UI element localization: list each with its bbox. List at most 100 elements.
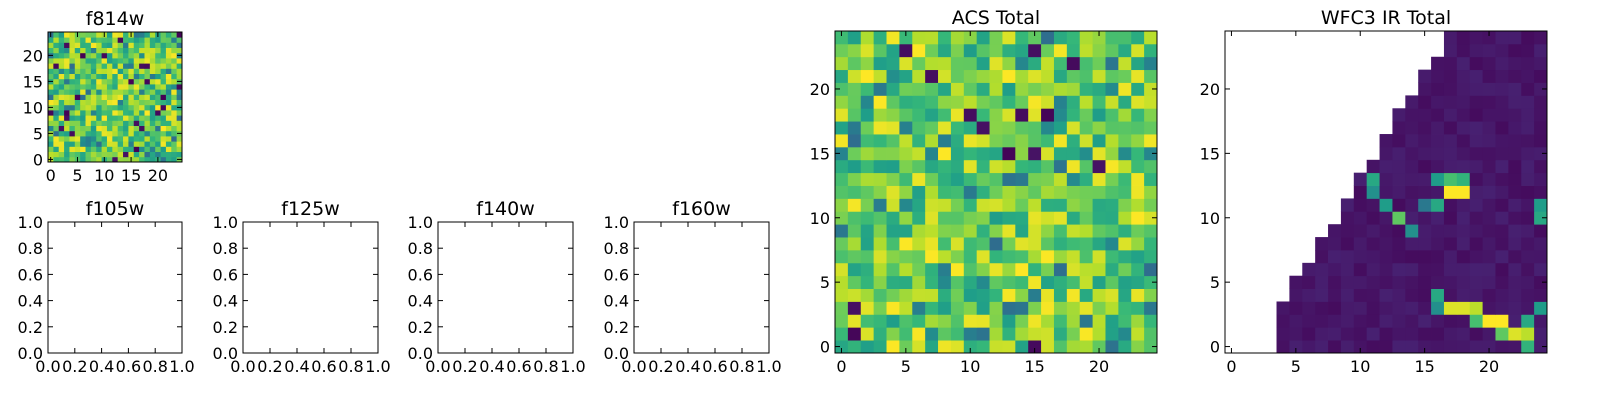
heatmap-cell [53, 78, 60, 85]
heatmap-cell [171, 130, 178, 137]
heatmap-cell [886, 108, 900, 122]
heatmap-cell [96, 73, 102, 80]
heatmap-cell [80, 156, 86, 163]
heatmap-cell [58, 156, 65, 163]
heatmap-cell [1521, 327, 1535, 341]
heatmap-cell [899, 56, 913, 71]
heatmap-cell [58, 68, 65, 74]
heatmap-cell [1482, 95, 1496, 109]
heatmap-cell [925, 134, 939, 148]
heatmap-cell [85, 104, 92, 111]
heatmap-cell [1392, 185, 1406, 199]
heatmap-cell [90, 42, 97, 48]
heatmap-cell [144, 141, 151, 147]
heatmap-cell [1002, 108, 1016, 122]
heatmap-cell [85, 89, 92, 95]
heatmap-cell [1340, 288, 1355, 302]
heatmap-cell [1521, 301, 1535, 315]
heatmap-cell [860, 301, 875, 315]
heatmap-cell [165, 125, 172, 132]
heatmap-cell [1443, 198, 1458, 212]
heatmap-cell [112, 32, 119, 38]
heatmap-cell [64, 84, 70, 90]
heatmap-cell [149, 136, 156, 142]
heatmap-cell [860, 95, 875, 109]
heatmap-cell [860, 43, 875, 58]
heatmap-cell [144, 94, 151, 100]
heatmap-cell [144, 58, 151, 64]
heatmap-cell [144, 136, 151, 142]
heatmap-cell [1053, 211, 1068, 225]
heatmap-cell [1508, 262, 1522, 277]
heatmap-cell [1366, 275, 1380, 289]
heatmap-cell [1405, 249, 1419, 264]
heatmap-cell [1469, 327, 1483, 341]
heatmap-cell [976, 314, 990, 328]
heatmap-cell [117, 73, 124, 80]
heatmap-cell [1418, 108, 1432, 122]
heatmap-cell [106, 73, 113, 80]
heatmap-cell [101, 78, 108, 85]
heatmap-cell [1079, 31, 1093, 45]
heatmap-cell [149, 120, 156, 126]
heatmap-cell [165, 99, 172, 106]
heatmap-cell [1379, 224, 1393, 238]
heatmap-cell [1431, 198, 1445, 212]
heatmap-cell [58, 73, 65, 80]
heatmap-cell [1353, 288, 1368, 302]
heatmap-cell [989, 288, 1003, 302]
heatmap-cell [925, 249, 939, 264]
heatmap-cell [85, 136, 92, 142]
heatmap-cell [899, 121, 913, 135]
heatmap-cell [1431, 314, 1445, 328]
heatmap-cell [1028, 108, 1042, 122]
heatmap-cell [133, 146, 140, 152]
heatmap-cell [1508, 249, 1522, 264]
heatmap-cell [1028, 185, 1042, 199]
heatmap-cell [1105, 159, 1119, 174]
y-tick-label: 10 [23, 98, 43, 117]
heatmap-cell [1079, 314, 1093, 328]
heatmap-cell [899, 82, 913, 96]
heatmap-cell [96, 58, 102, 64]
heatmap-cell [1431, 159, 1445, 174]
heatmap-cell [1276, 327, 1290, 341]
heatmap-cell [149, 94, 156, 100]
heatmap-cell [1521, 288, 1535, 302]
heatmap-cell [112, 99, 119, 106]
heatmap-cell [106, 104, 113, 111]
heatmap-cell [1431, 301, 1445, 315]
heatmap-cell [139, 68, 145, 74]
heatmap-cell [1534, 237, 1548, 251]
heatmap-cell [989, 211, 1003, 225]
heatmap-cell [90, 84, 97, 90]
heatmap-cell [899, 198, 913, 212]
heatmap-cell [886, 56, 900, 71]
heatmap-cell [160, 141, 167, 147]
heatmap-cell [1521, 31, 1535, 45]
heatmap-cell [989, 159, 1003, 174]
heatmap-cell [1456, 237, 1471, 251]
heatmap-cell [90, 104, 97, 111]
y-tick-label: 20 [23, 46, 43, 65]
heatmap-cell [1041, 198, 1055, 212]
heatmap-cell [117, 52, 124, 59]
heatmap-cell [176, 68, 183, 74]
y-tick-label: 0.0 [18, 344, 43, 363]
heatmap-cell [835, 146, 849, 161]
heatmap-cell [165, 52, 172, 59]
heatmap-cell [899, 275, 913, 289]
heatmap-cell [90, 99, 97, 106]
heatmap-cell [117, 99, 124, 106]
panel-title: ACS Total [952, 7, 1040, 29]
heatmap-cell [139, 47, 145, 54]
heatmap-cell [912, 146, 926, 161]
heatmap-cell [1079, 134, 1093, 148]
heatmap-cell [1105, 314, 1119, 328]
heatmap-cell [85, 125, 92, 132]
heatmap-cell [1079, 198, 1093, 212]
heatmap-cell [1015, 69, 1029, 83]
heatmap-cell [1379, 198, 1393, 212]
heatmap-cell [1002, 198, 1016, 212]
